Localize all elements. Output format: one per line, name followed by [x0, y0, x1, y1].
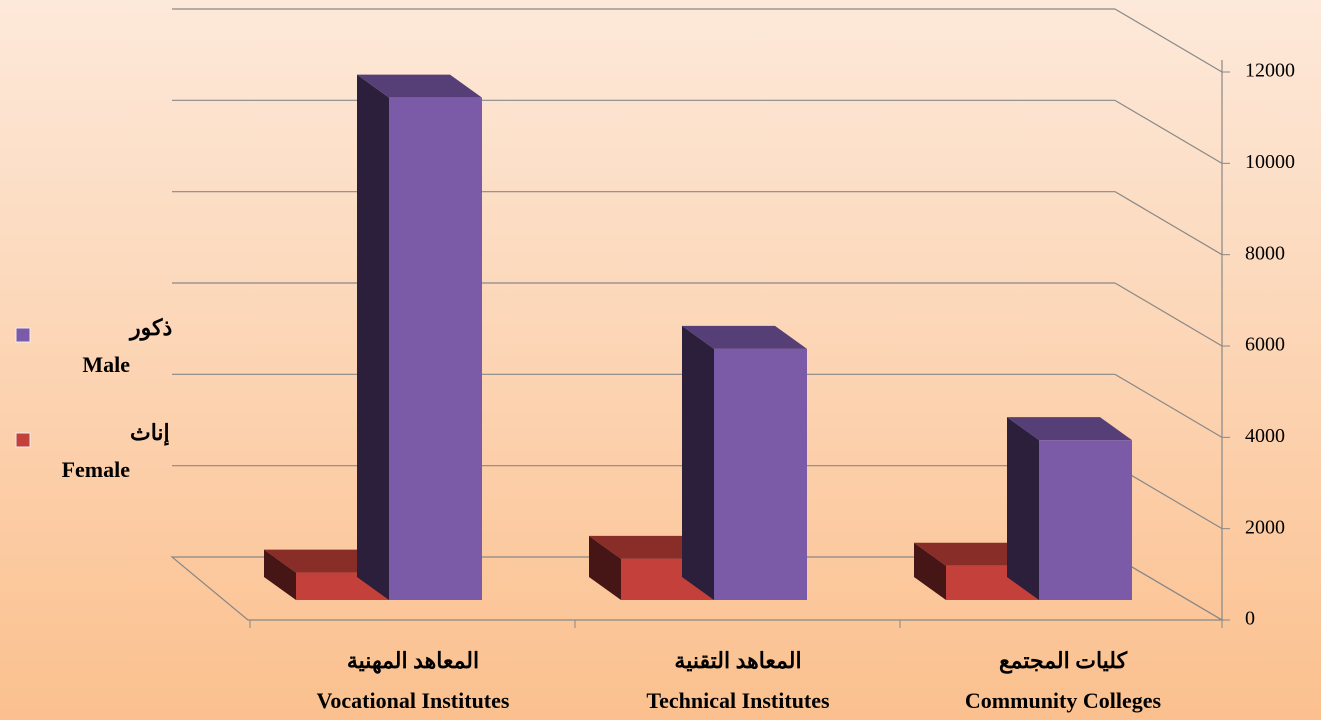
bar-side — [914, 542, 946, 600]
grid-line — [1114, 556, 1223, 621]
grid-line — [1114, 282, 1223, 347]
y-tick-label: 8000 — [1245, 242, 1285, 264]
grid-line — [1114, 99, 1223, 164]
bar-side — [682, 325, 714, 600]
grid-line — [1114, 8, 1223, 73]
x-tick-label: Vocational Institutes — [317, 688, 510, 713]
bar — [389, 97, 482, 601]
x-tick-label: المعاهد التقنية — [674, 648, 801, 673]
bar-side — [357, 74, 389, 600]
bar-side — [264, 549, 296, 600]
y-tick-label: 2000 — [1245, 516, 1285, 538]
bar — [714, 348, 807, 600]
bar-top — [682, 325, 807, 349]
x-tick-label: كليات المجتمع — [999, 648, 1128, 674]
y-tick-label: 10000 — [1245, 151, 1295, 173]
grid-line — [1114, 191, 1223, 256]
y-tick-label: 12000 — [1245, 60, 1295, 82]
legend-swatch — [15, 327, 31, 343]
legend-label: Female — [62, 457, 131, 482]
y-tick-label: 4000 — [1245, 425, 1285, 447]
x-tick-label: Community Colleges — [965, 688, 1162, 713]
bar — [1039, 440, 1132, 600]
legend-swatch — [15, 432, 31, 448]
bar-top — [357, 74, 482, 98]
legend-label: Male — [82, 352, 130, 377]
bar-side — [1007, 417, 1039, 600]
grid-line — [1114, 373, 1223, 438]
x-tick-label: المعاهد المهنية — [347, 648, 479, 674]
y-tick-label: 6000 — [1245, 334, 1285, 356]
legend-label: إناث — [130, 420, 170, 447]
grid-line — [1114, 465, 1223, 530]
y-tick-label: 0 — [1245, 608, 1255, 630]
legend-label: ذكور — [128, 315, 172, 341]
bar-top — [1007, 417, 1132, 441]
x-tick-label: Technical Institutes — [646, 688, 830, 713]
bar-side — [589, 535, 621, 600]
